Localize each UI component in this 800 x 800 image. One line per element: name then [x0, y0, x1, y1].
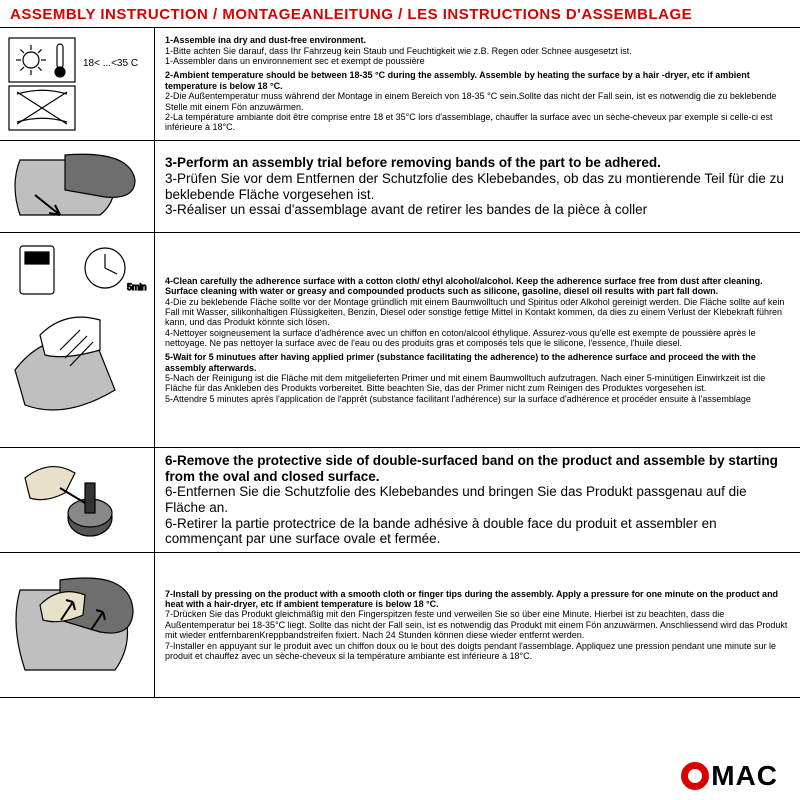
step-en: 2-Ambient temperature should be between …: [165, 70, 790, 91]
step-de: 5-Nach der Reinigung ist die Fläche mit …: [165, 373, 790, 394]
press-mirror-icon: [0, 553, 155, 697]
step-de: 2-Die Außentemperatur muss während der M…: [165, 91, 790, 112]
step-fr: 5-Attendre 5 minutes après l'application…: [165, 394, 790, 404]
step-en: 4-Clean carefully the adherence surface …: [165, 276, 790, 297]
svg-text:Alkol: Alkol: [28, 256, 44, 263]
instruction-text: 6-Remove the protective side of double-s…: [155, 448, 800, 552]
footer: MAC: [0, 752, 800, 800]
step: 7-Install by pressing on the product wit…: [165, 589, 790, 661]
step-fr: 7-Installer en appuyant sur le produit a…: [165, 641, 790, 662]
instruction-text: 4-Clean carefully the adherence surface …: [155, 233, 800, 447]
step-de: 7-Drücken Sie das Produkt gleichmäßig mi…: [165, 609, 790, 640]
step-fr: 2-La température ambiante doit être comp…: [165, 112, 790, 133]
step-fr: 6-Retirer la partie protectrice de la ba…: [165, 516, 790, 547]
instruction-sheet: ASSEMBLY INSTRUCTION / MONTAGEANLEITUNG …: [0, 0, 800, 800]
instruction-row: 6-Remove the protective side of double-s…: [0, 448, 800, 553]
instruction-text: 1-Assemble ina dry and dust-free environ…: [155, 28, 800, 140]
instruction-text: 3-Perform an assembly trial before remov…: [155, 141, 800, 232]
logo-text: MAC: [711, 760, 778, 792]
instruction-row: 7-Install by pressing on the product wit…: [0, 553, 800, 698]
step-en: 7-Install by pressing on the product wit…: [165, 589, 790, 610]
step-en: 1-Assemble ina dry and dust-free environ…: [165, 35, 790, 45]
step: 3-Perform an assembly trial before remov…: [165, 155, 790, 217]
step-de: 4-Die zu beklebende Fläche sollte vor de…: [165, 297, 790, 328]
peel-tape-icon: [0, 448, 155, 552]
step-en: 5-Wait for 5 minutues after having appli…: [165, 352, 790, 373]
logo-o-icon: [681, 762, 709, 790]
step-de: 6-Entfernen Sie die Schutzfolie des Kleb…: [165, 484, 790, 515]
instruction-row: 3-Perform an assembly trial before remov…: [0, 141, 800, 233]
page-title: ASSEMBLY INSTRUCTION / MONTAGEANLEITUNG …: [0, 0, 800, 27]
step: 1-Assemble ina dry and dust-free environ…: [165, 35, 790, 66]
instruction-rows: 18< ...<35 C 1-Assemble ina dry and dust…: [0, 27, 800, 752]
instruction-text: 7-Install by pressing on the product wit…: [155, 553, 800, 697]
instruction-row: Alkol 5min 4-Clean carefully the adheren…: [0, 233, 800, 448]
step-fr: 3-Réaliser un essai d'assemblage avant d…: [165, 202, 790, 218]
instruction-row: 18< ...<35 C 1-Assemble ina dry and dust…: [0, 28, 800, 141]
step: 4-Clean carefully the adherence surface …: [165, 276, 790, 348]
step-de: 3-Prüfen Sie vor dem Entfernen der Schut…: [165, 171, 790, 202]
step-en: 6-Remove the protective side of double-s…: [165, 453, 790, 484]
step: 5-Wait for 5 minutues after having appli…: [165, 352, 790, 404]
mirror-fit-icon: [0, 141, 155, 232]
step: 6-Remove the protective side of double-s…: [165, 453, 790, 546]
step-fr: 4-Nettoyer soigneusement la surface d'ad…: [165, 328, 790, 349]
step-de: 1-Bitte achten Sie darauf, dass Ihr Fahr…: [165, 46, 790, 56]
step-fr: 1-Assembler dans un environnement sec et…: [165, 56, 790, 66]
sun-thermometer-icon: 18< ...<35 C: [0, 28, 155, 140]
step-en: 3-Perform an assembly trial before remov…: [165, 155, 790, 171]
step: 2-Ambient temperature should be between …: [165, 70, 790, 132]
clean-wait-icon: Alkol 5min: [0, 233, 155, 447]
svg-text:18< ...<35 C: 18< ...<35 C: [83, 58, 138, 69]
brand-logo: MAC: [681, 760, 778, 792]
svg-text:5min: 5min: [127, 282, 147, 292]
